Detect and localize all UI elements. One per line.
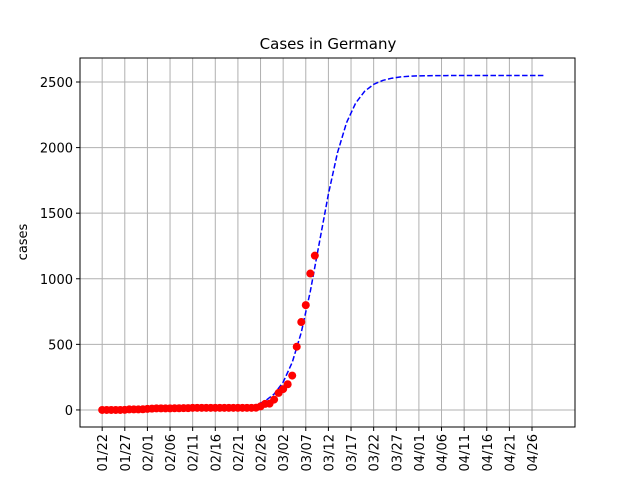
x-tick-label: 04/16 [481,434,496,471]
y-tick-label: 1500 [40,207,73,222]
y-tick-label: 2000 [40,142,73,157]
data-point [306,269,315,278]
x-tick-label: 04/26 [526,434,541,471]
x-tick-label: 04/21 [503,434,518,471]
plot-frame [79,57,576,428]
data-point [292,342,301,351]
x-tick-label: 02/06 [164,434,179,471]
x-tick-label: 03/17 [345,434,360,471]
x-tick-label: 03/12 [322,434,337,471]
y-tick-label: 500 [48,338,73,353]
y-axis-label: cases [16,223,31,260]
x-tick-label: 03/22 [368,434,383,471]
data-point [297,318,306,327]
x-tick-label: 02/26 [255,434,270,471]
x-tick-label: 02/11 [187,434,202,471]
x-tick-label: 03/07 [300,434,315,471]
x-tick-label: 02/01 [141,434,156,471]
chart-title: Cases in Germany [260,35,397,53]
data-point [288,371,297,380]
x-tick-label: 03/02 [277,434,292,471]
x-tick-label: 01/27 [119,434,134,471]
x-tick-label: 02/16 [209,434,224,471]
x-tick-label: 02/21 [232,434,247,471]
x-tick-label: 01/22 [96,434,111,471]
x-tick-label: 04/06 [436,434,451,471]
y-tick-label: 0 [65,404,73,419]
data-point [310,251,319,260]
data-point [301,301,310,310]
fit-line [102,74,546,411]
y-tick-label: 2500 [40,76,73,91]
x-tick-label: 04/01 [413,434,428,471]
y-tick-label: 1000 [40,273,73,288]
data-point [270,395,279,404]
data-point [283,380,292,389]
x-tick-label: 04/11 [458,434,473,471]
x-tick-label: 03/27 [390,434,405,471]
